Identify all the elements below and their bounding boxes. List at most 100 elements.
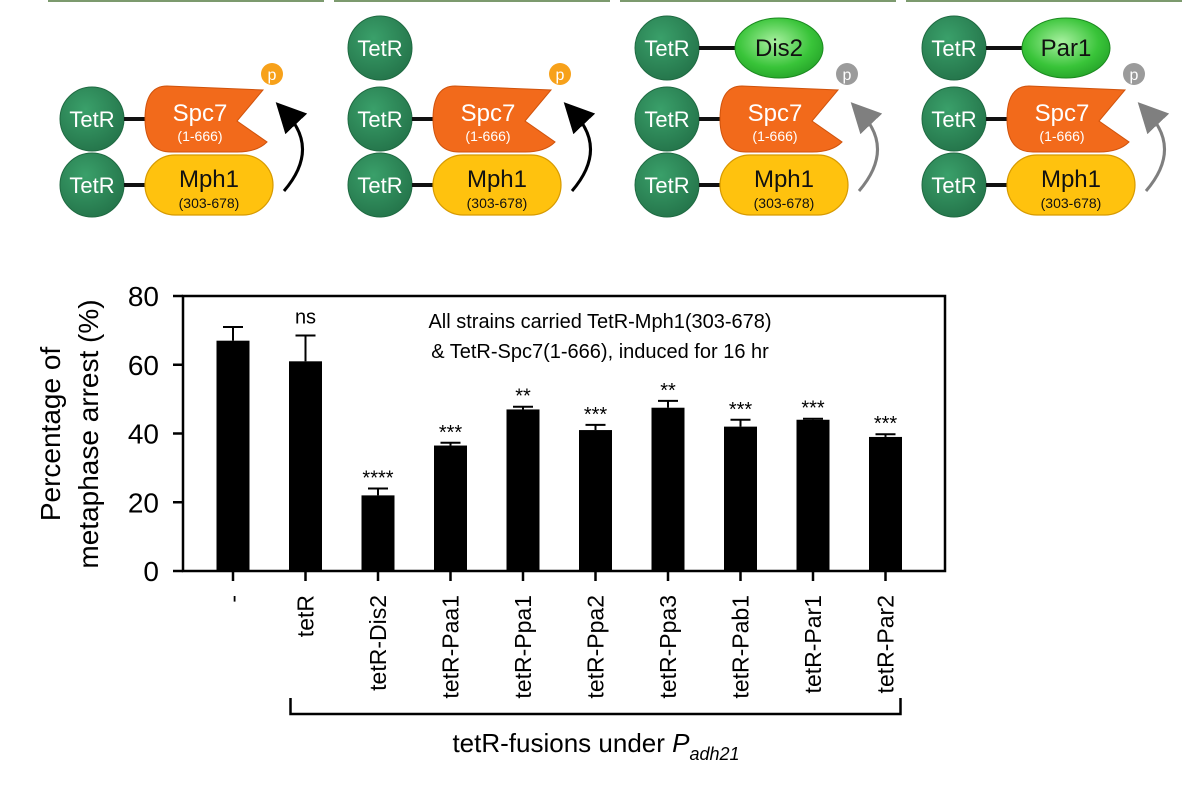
bar [216, 340, 250, 571]
bar-chart: 0 20 40 60 80 Percentage of metaphase arrest (… [35, 281, 947, 764]
spc7-label: Spc7 [748, 100, 803, 127]
y-axis-label-line1: Percentage of [35, 347, 66, 522]
mph1-range-label: (303-678) [1041, 195, 1102, 211]
spc7-range-label: (1-666) [465, 128, 510, 144]
bar [579, 430, 612, 571]
bar [796, 419, 830, 571]
diagram-panel-4: TetR Par1 TetR Spc7(1-666) p TetR Mph1 (303-678… [921, 15, 1170, 218]
tetr-label: TetR [931, 36, 976, 61]
tetr-label: TetR [357, 173, 402, 198]
phospho-badge [549, 63, 571, 85]
mph1-label: Mph1 [1041, 166, 1101, 193]
x-tick-label-group: tetR-Paa1 [438, 595, 464, 699]
bar [506, 409, 540, 571]
tetr-label: TetR [931, 173, 976, 198]
mph1-shape [144, 154, 274, 216]
tetr-label: TetR [644, 173, 689, 198]
phospho-label: p [556, 67, 565, 84]
mph1-range-label: (303-678) [754, 195, 815, 211]
spc7-shape [1006, 85, 1130, 153]
x-tick-label-group: tetR-Ppa2 [583, 595, 609, 699]
spc7-label: Spc7 [461, 100, 516, 127]
x-tick-label-group: tetR [293, 595, 319, 637]
annotation-line1: All strains carried TetR-Mph1(303-678) [428, 311, 771, 333]
x-tick-label: tetR-Par2 [873, 595, 899, 693]
tetr-label: TetR [357, 107, 402, 132]
bar [724, 426, 757, 571]
phospho-badge [261, 63, 283, 85]
diagram-panel-1: TetR Spc7(1-666) p TetR Mph1 (303-678) [59, 63, 308, 218]
tetr-label: TetR [69, 173, 114, 198]
y-axis-label: Percentage of metaphase arrest (%) [35, 299, 104, 568]
annotation-line2: & TetR-Spc7(1-666), induced for 16 hr [431, 341, 769, 363]
tetr-label: TetR [69, 107, 114, 132]
x-tick-label-group: tetR-Pab1 [728, 595, 754, 699]
spc7-range-label: (1-666) [177, 128, 222, 144]
x-tick-label-group: tetR-Ppa3 [655, 595, 681, 699]
bar [869, 436, 902, 571]
x-tick-label: tetR-Par1 [800, 595, 826, 693]
bracket-label: tetR-fusions under Padh21 [452, 728, 739, 764]
spc7-range-label: (1-666) [752, 128, 797, 144]
significance-label: *** [729, 399, 753, 421]
y-tick-label: 20 [128, 487, 159, 518]
x-tick-label-group: - [220, 595, 246, 603]
phospho-badge [1123, 63, 1145, 85]
y-tick-label: 60 [128, 350, 159, 381]
fusion-protein-label: Dis2 [755, 35, 803, 62]
bar [361, 495, 395, 571]
significance-label: *** [801, 398, 825, 420]
bar [289, 361, 322, 571]
mph1-range-label: (303-678) [179, 195, 240, 211]
spc7-label: Spc7 [1035, 100, 1090, 127]
x-tick-label-group: tetR-Par1 [800, 595, 826, 693]
mph1-shape [1006, 154, 1136, 216]
fusion-protein-shape [1021, 17, 1111, 79]
significance-label: *** [584, 404, 608, 426]
x-tick-label: tetR [293, 595, 319, 637]
phosphorylation-arrow [850, 102, 883, 192]
mph1-label: Mph1 [754, 166, 814, 193]
x-tick-label-group: tetR-Ppa1 [510, 595, 536, 699]
x-tick-label: tetR-Paa1 [438, 595, 464, 699]
significance-label: *** [439, 422, 463, 444]
significance-label: ** [660, 380, 676, 402]
x-tick-label: tetR-Pab1 [728, 595, 754, 699]
significance-label: ns [295, 307, 316, 329]
mph1-range-label: (303-678) [467, 195, 528, 211]
y-tick-label: 80 [128, 281, 159, 312]
bracket-label-italic: P [672, 728, 690, 758]
fusion-protein-label: Par1 [1041, 35, 1092, 62]
x-tick-label: tetR-Ppa2 [583, 595, 609, 699]
diagram-panel-3: TetR Dis2 TetR Spc7(1-666) p TetR Mph1 (303-678… [634, 15, 883, 218]
tetr-label: TetR [644, 36, 689, 61]
spc7-range-label: (1-666) [1039, 128, 1084, 144]
spc7-shape [432, 85, 556, 153]
phospho-label: p [268, 67, 277, 84]
x-tick-label-group: tetR-Dis2 [365, 595, 391, 691]
significance-label: *** [874, 413, 898, 435]
tetr-label: TetR [931, 107, 976, 132]
significance-label: **** [362, 468, 393, 490]
y-axis-label-line2: metaphase arrest (%) [73, 299, 104, 568]
mph1-shape [432, 154, 562, 216]
bracket-label-main: tetR-fusions under [452, 728, 672, 758]
tetr-circle [347, 15, 413, 81]
phosphorylation-arrow [275, 102, 308, 192]
x-tick-label-group: tetR-Par2 [873, 595, 899, 693]
x-tick-label: tetR-Ppa3 [655, 595, 681, 699]
phospho-label: p [1130, 67, 1139, 84]
x-tick-label: - [220, 595, 246, 603]
tetr-label: TetR [357, 36, 402, 61]
mph1-label: Mph1 [467, 166, 527, 193]
spc7-shape [719, 85, 843, 153]
spc7-shape [144, 85, 268, 153]
y-tick-label: 0 [143, 556, 159, 587]
bar [434, 445, 467, 571]
x-tick-label: tetR-Dis2 [365, 595, 391, 691]
bracket-label-subscript: adh21 [689, 744, 739, 764]
phosphorylation-arrow [563, 102, 596, 192]
phospho-label: p [843, 67, 852, 84]
